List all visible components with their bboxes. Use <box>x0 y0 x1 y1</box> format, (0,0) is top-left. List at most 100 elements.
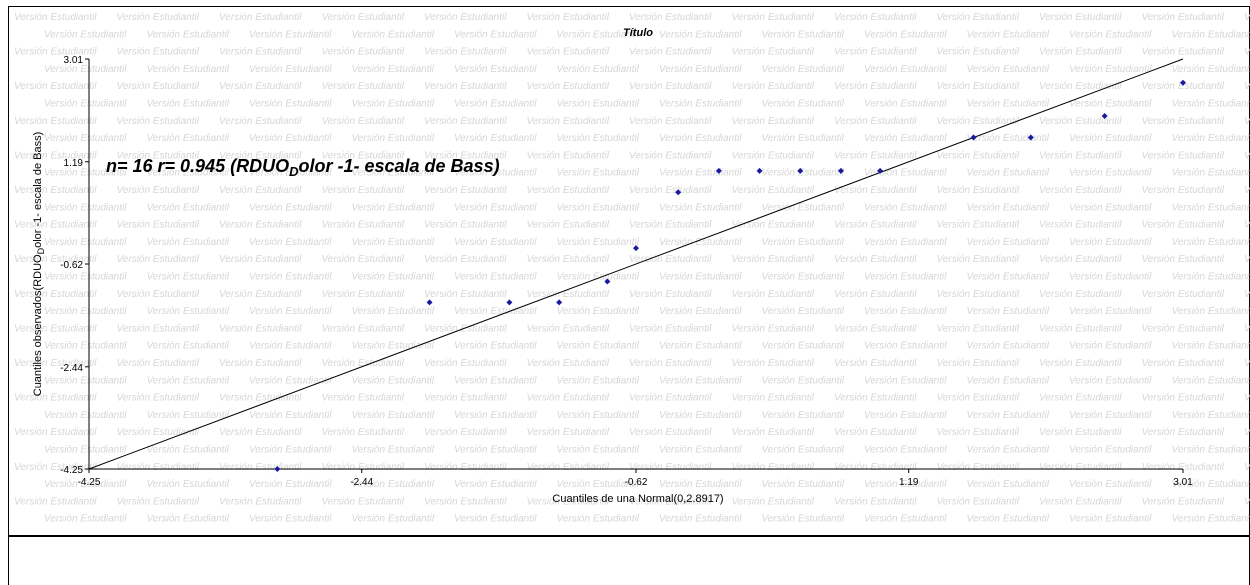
watermark-text: Versión Estudiantil <box>219 47 302 58</box>
watermark-text: Versión Estudiantil <box>834 496 917 507</box>
data-points <box>274 79 1186 472</box>
watermark-text: Versión Estudiantil <box>659 410 742 421</box>
watermark-text: Versión Estudiantil <box>117 47 200 58</box>
y-tick-label: -4.25 <box>60 465 83 476</box>
watermark-text: Versión Estudiantil <box>629 289 712 300</box>
watermark-text: Versión Estudiantil <box>424 254 507 265</box>
watermark-text: Versión Estudiantil <box>659 202 742 213</box>
watermark-text: Versión Estudiantil <box>454 410 537 421</box>
watermark-text: Versión Estudiantil <box>1244 47 1250 58</box>
watermark-text: Versión Estudiantil <box>937 462 1020 473</box>
watermark-text: Versión Estudiantil <box>557 29 640 40</box>
watermark-text: Versión Estudiantil <box>14 427 97 438</box>
chart-texts: Título n= 16 r= 0.945 (RDUODolor -1- esc… <box>32 27 724 505</box>
watermark-text: Versión Estudiantil <box>732 393 815 404</box>
watermark-text: Versión Estudiantil <box>732 81 815 92</box>
watermark-text: Versión Estudiantil <box>117 220 200 231</box>
watermark-text: Versión Estudiantil <box>117 185 200 196</box>
data-point <box>1101 113 1108 120</box>
watermark-text: Versión Estudiantil <box>219 254 302 265</box>
watermark-text: Versión Estudiantil <box>1142 47 1225 58</box>
annotation: n= 16 r= 0.945 (RDUODolor -1- escala de … <box>106 156 500 179</box>
watermark-text: Versión Estudiantil <box>834 358 917 369</box>
watermark-text: Versión Estudiantil <box>1069 341 1152 352</box>
watermark-text: Versión Estudiantil <box>147 64 230 75</box>
watermark-text: Versión Estudiantil <box>762 306 845 317</box>
watermark-text: Versión Estudiantil <box>352 341 435 352</box>
watermark-text: Versión Estudiantil <box>352 306 435 317</box>
watermark-text: Versión Estudiantil <box>117 427 200 438</box>
watermark-text: Versión Estudiantil <box>147 341 230 352</box>
watermark-text: Versión Estudiantil <box>732 254 815 265</box>
watermark-text: Versión Estudiantil <box>1142 393 1225 404</box>
watermark-text: Versión Estudiantil <box>1142 185 1225 196</box>
watermark-text: Versión Estudiantil <box>14 323 97 334</box>
watermark-text: Versión Estudiantil <box>762 64 845 75</box>
annotation-main: n= 16 r= 0.945 (RDUO <box>106 156 289 176</box>
watermark-text: Versión Estudiantil <box>1039 220 1122 231</box>
watermark-text: Versión Estudiantil <box>967 133 1050 144</box>
watermark-text: Versión Estudiantil <box>1244 150 1250 161</box>
watermark-text: Versión Estudiantil <box>322 185 405 196</box>
watermark-text: Versión Estudiantil <box>117 254 200 265</box>
watermark-text: Versión Estudiantil <box>454 99 537 110</box>
watermark-text: Versión Estudiantil <box>1142 220 1225 231</box>
watermark-text: Versión Estudiantil <box>1142 358 1225 369</box>
watermark-text: Versión Estudiantil <box>117 289 200 300</box>
watermark-text: Versión Estudiantil <box>1244 116 1250 127</box>
watermark-text: Versión Estudiantil <box>762 445 845 456</box>
watermark-text: Versión Estudiantil <box>1142 289 1225 300</box>
watermark-text: Versión Estudiantil <box>44 64 127 75</box>
watermark-text: Versión Estudiantil <box>219 358 302 369</box>
data-point <box>715 167 722 174</box>
watermark-text: Versión Estudiantil <box>44 99 127 110</box>
watermark-text: Versión Estudiantil <box>424 185 507 196</box>
watermark-text: Versión Estudiantil <box>249 99 332 110</box>
watermark-text: Versión Estudiantil <box>424 81 507 92</box>
watermark-text: Versión Estudiantil <box>44 237 127 248</box>
watermark-text: Versión Estudiantil <box>454 445 537 456</box>
watermark-text: Versión Estudiantil <box>219 427 302 438</box>
watermark-text: Versión Estudiantil <box>557 202 640 213</box>
watermark-text: Versión Estudiantil <box>1172 479 1250 490</box>
watermark-text: Versión Estudiantil <box>1244 427 1250 438</box>
watermark-text: Versión Estudiantil <box>762 133 845 144</box>
watermark-text: Versión Estudiantil <box>147 168 230 179</box>
watermark-text: Versión Estudiantil <box>937 358 1020 369</box>
watermark-text: Versión Estudiantil <box>14 220 97 231</box>
watermark-text: Versión Estudiantil <box>1069 168 1152 179</box>
watermark-text: Versión Estudiantil <box>557 64 640 75</box>
watermark-text: Versión Estudiantil <box>1142 323 1225 334</box>
watermark-text: Versión Estudiantil <box>219 12 302 23</box>
watermark-text: Versión Estudiantil <box>1142 427 1225 438</box>
watermark-text: Versión Estudiantil <box>454 375 537 386</box>
watermark-text: Versión Estudiantil <box>219 323 302 334</box>
watermark-text: Versión Estudiantil <box>44 202 127 213</box>
watermark-text: Versión Estudiantil <box>762 375 845 386</box>
watermark-text: Versión Estudiantil <box>249 29 332 40</box>
watermark-text: Versión Estudiantil <box>1142 254 1225 265</box>
watermark-text: Versión Estudiantil <box>937 150 1020 161</box>
watermark-text: Versión Estudiantil <box>424 289 507 300</box>
watermark-text: Versión Estudiantil <box>1069 514 1152 525</box>
watermark-text: Versión Estudiantil <box>1142 81 1225 92</box>
watermark-text: Versión Estudiantil <box>557 272 640 283</box>
watermark-text: Versión Estudiantil <box>864 133 947 144</box>
watermark-text: Versión Estudiantil <box>454 514 537 525</box>
watermark-text: Versión Estudiantil <box>44 479 127 490</box>
watermark-text: Versión Estudiantil <box>629 427 712 438</box>
watermark-text: Versión Estudiantil <box>629 47 712 58</box>
watermark-text: Versión Estudiantil <box>864 272 947 283</box>
watermark-text: Versión Estudiantil <box>352 64 435 75</box>
watermark-text: Versión Estudiantil <box>14 116 97 127</box>
watermark-text: Versión Estudiantil <box>147 99 230 110</box>
annotation-rest: olor -1- escala de Bass) <box>298 156 499 176</box>
watermark-text: Versión Estudiantil <box>1039 496 1122 507</box>
watermark-text: Versión Estudiantil <box>322 116 405 127</box>
watermark-text: Versión Estudiantil <box>527 185 610 196</box>
watermark-text: Versión Estudiantil <box>834 81 917 92</box>
data-point <box>604 278 611 285</box>
watermark-text: Versión Estudiantil <box>117 116 200 127</box>
watermark-text: Versión Estudiantil <box>834 323 917 334</box>
